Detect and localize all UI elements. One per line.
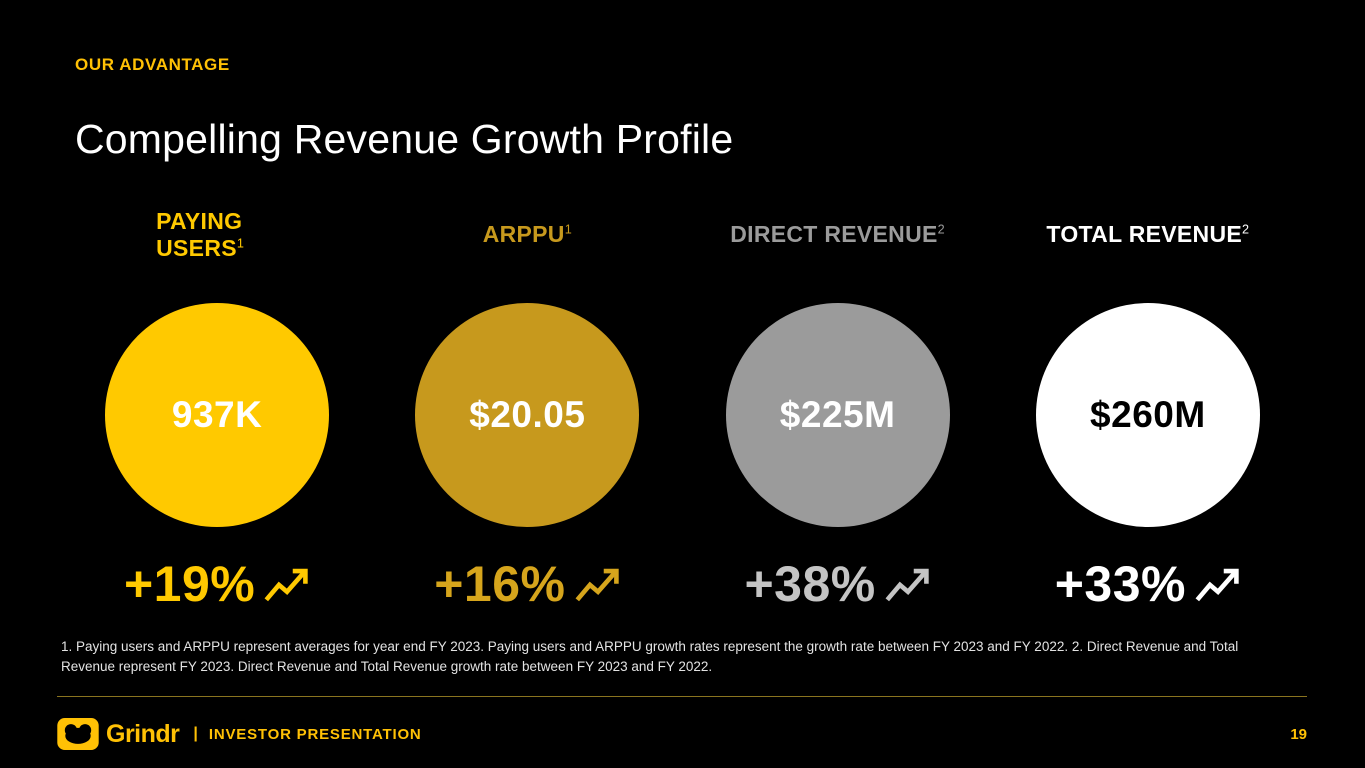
metric-circle: $20.05 <box>415 303 640 527</box>
metric-column-paying-users: PAYING USERS1 937K +19% <box>62 203 372 613</box>
metric-value: 937K <box>171 394 263 435</box>
page-title: Compelling Revenue Growth Profile <box>75 116 734 162</box>
metric-column-total-revenue: TOTAL REVENUE2 $260M +33% <box>993 203 1303 613</box>
metric-label-text: PAYING USERS <box>156 207 243 261</box>
metric-superscript: 1 <box>236 236 245 251</box>
metric-label-text: TOTAL REVENUE <box>1046 221 1242 248</box>
trend-up-icon <box>885 568 929 602</box>
footer-separator: | <box>193 725 198 742</box>
metric-column-direct-revenue: DIRECT REVENUE2 $225M +38% <box>683 203 993 613</box>
metric-superscript: 1 <box>564 222 573 237</box>
metric-column-arppu: ARPPU1 $20.05 +16% <box>372 203 682 613</box>
metrics-row: PAYING USERS1 937K +19% ARPPU1 $20.05 + <box>62 203 1303 613</box>
page-number: 19 <box>1290 725 1307 743</box>
growth-value: +33% <box>1054 556 1187 612</box>
metric-label-text: DIRECT REVENUE <box>730 221 938 248</box>
grindr-logo: Grindr <box>57 718 180 750</box>
metric-value: $20.05 <box>469 394 586 435</box>
metric-circle: $260M <box>1035 303 1260 527</box>
metric-label: PAYING USERS1 <box>156 203 278 267</box>
divider <box>57 696 1307 697</box>
footnote: 1. Paying users and ARPPU represent aver… <box>61 639 1239 674</box>
footer: Grindr | INVESTOR PRESENTATION 19 <box>57 712 1307 756</box>
trend-up-icon <box>264 568 308 602</box>
metric-growth: +33% <box>1055 555 1241 613</box>
growth-value: +16% <box>434 556 566 612</box>
metric-circle: $225M <box>725 303 950 527</box>
footer-label: INVESTOR PRESENTATION <box>208 725 422 743</box>
metric-circle: 937K <box>105 303 330 527</box>
metric-growth: +16% <box>434 555 620 613</box>
metric-growth: +38% <box>744 555 930 613</box>
growth-value: +38% <box>744 556 876 612</box>
trend-up-icon <box>575 568 619 602</box>
grindr-mask-icon <box>57 718 99 750</box>
growth-value: +19% <box>123 556 256 612</box>
metric-label: ARPPU1 <box>483 203 572 267</box>
metric-label: DIRECT REVENUE2 <box>730 203 945 267</box>
metric-superscript: 2 <box>937 222 945 237</box>
metric-value: $260M <box>1090 394 1206 435</box>
metric-label-text: ARPPU <box>482 221 565 248</box>
metric-superscript: 2 <box>1242 222 1250 237</box>
metric-label: TOTAL REVENUE2 <box>1046 203 1249 267</box>
trend-up-icon <box>1195 568 1239 602</box>
brand-wordmark: Grindr <box>106 719 180 748</box>
eyebrow: OUR ADVANTAGE <box>75 55 230 74</box>
metric-growth: +19% <box>124 555 310 613</box>
metric-value: $225M <box>779 394 896 435</box>
